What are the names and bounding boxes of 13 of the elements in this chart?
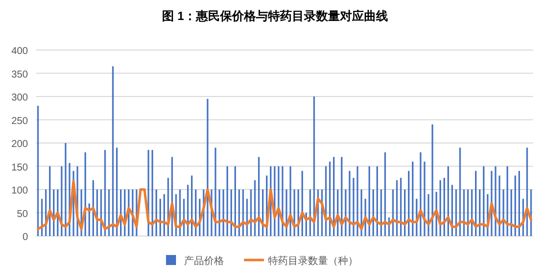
legend-label: 特药目录数量（种） [268,255,358,267]
y-tick-label: 200 [11,139,28,150]
y-tick-label: 50 [16,208,28,220]
y-tick-label: 100 [11,186,28,196]
line-series [36,180,532,230]
y-tick-label: 0 [22,232,28,243]
chart-title: 图 1：惠民保价格与特药目录数量对应曲线 [162,9,388,23]
y-tick-label: 300 [11,92,28,104]
y-tick-label: 350 [11,69,28,80]
y-tick-label: 400 [11,46,28,57]
y-tick-label: 250 [11,116,28,127]
y-tick-label: 150 [11,162,28,174]
legend-label: 产品价格 [184,255,224,267]
